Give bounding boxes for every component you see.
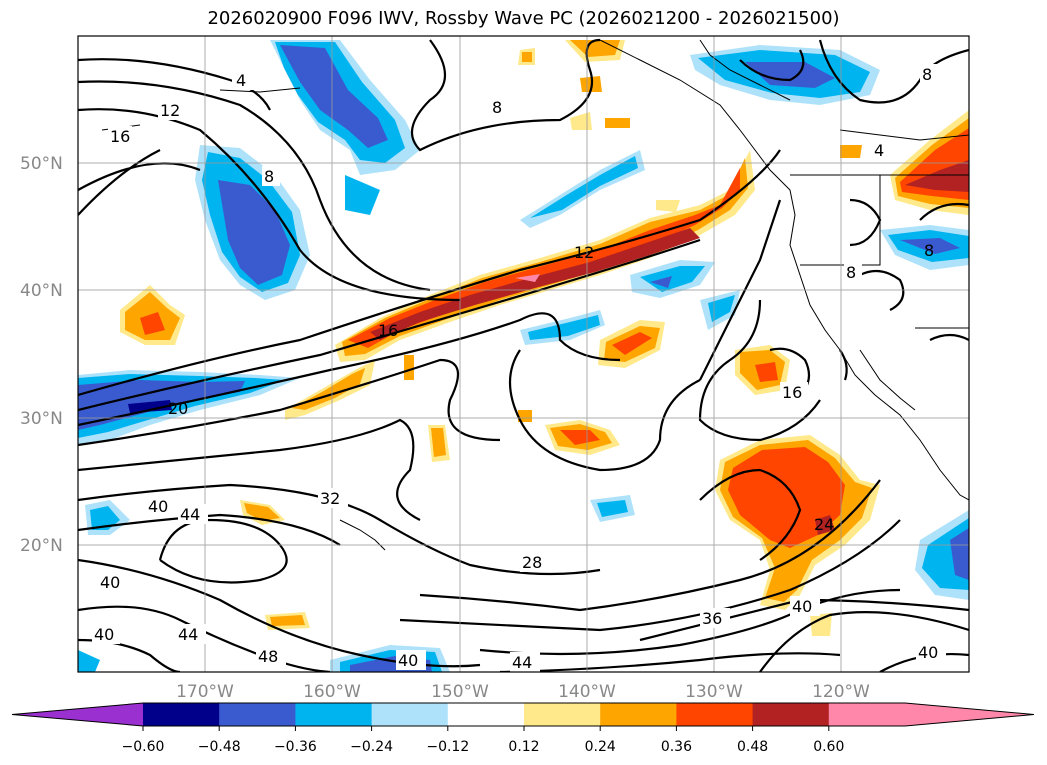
colorbar-tick-label: 0.24: [585, 739, 616, 755]
contour-label: 48: [258, 647, 278, 666]
contour-label: 16: [110, 127, 130, 146]
contour-label: 8: [924, 241, 934, 260]
latitude-label: 40°N: [20, 281, 63, 301]
colorbar-segment: [752, 703, 830, 726]
contour-label: 32: [320, 489, 340, 508]
contour-label: 12: [574, 243, 594, 262]
colorbar-tick-label: 0.48: [737, 739, 768, 755]
colorbar-segment: [828, 703, 906, 726]
colorbar-segment: [600, 703, 677, 726]
colorbar-tick-label: 0.60: [813, 739, 844, 755]
contour-label: 44: [512, 653, 532, 672]
contour-label: 4: [874, 141, 884, 160]
contour-label: 28: [522, 553, 542, 572]
contour-label: 40: [148, 497, 168, 516]
graticule: [78, 36, 969, 672]
colorbar-tick-label: −0.24: [350, 739, 393, 755]
map-background: [78, 36, 969, 672]
colorbar-tick-label: −0.36: [274, 739, 317, 755]
longitude-label: 170°W: [176, 682, 234, 702]
contour-label: 12: [160, 101, 180, 120]
colorbar-segment: [447, 703, 525, 726]
contour-label: 4: [236, 71, 246, 90]
colorbar-extend-low: [12, 703, 143, 726]
map-frame: [77, 35, 970, 673]
map-title: 2026020900 F096 IWV, Rossby Wave PC (202…: [207, 8, 840, 29]
latitude-label: 50°N: [20, 154, 63, 174]
contour-label: 40: [94, 625, 114, 644]
contour-label: 40: [918, 643, 938, 662]
contour-label: 8: [492, 98, 502, 117]
longitude-label: 140°W: [558, 682, 616, 702]
colorbar-segment: [524, 703, 601, 726]
contour-label: 8: [846, 263, 856, 282]
contour-label: 44: [180, 505, 200, 524]
colorbar-tick-label: 0.36: [661, 739, 692, 755]
contour-label: 16: [378, 321, 398, 340]
contour-label: 8: [922, 65, 932, 84]
contour-labels: 4 12 16 8 8 12 16 20 8 4 8 8 16 24 32 40: [92, 64, 946, 672]
colorbar-extend-high: [905, 703, 1034, 726]
colorbar-tick-label: −0.60: [122, 739, 165, 755]
longitude-label: 120°W: [812, 682, 870, 702]
contour-label: 16: [782, 383, 802, 402]
colorbar-segment: [295, 703, 373, 726]
contour-label: 40: [792, 597, 812, 616]
colorbar-tick-label: 0.12: [508, 739, 539, 755]
latitude-label: 20°N: [20, 536, 63, 556]
longitude-label: 150°W: [431, 682, 489, 702]
colorbar-tick-label: −0.48: [198, 739, 241, 755]
contour-label: 40: [100, 573, 120, 592]
colorbar: −0.60 −0.48 −0.36 −0.24 −0.12 0.12 0.24 0.36 0.4…: [11, 702, 1035, 755]
colorbar-tick-label: −0.12: [426, 739, 469, 755]
latitude-label: 30°N: [20, 409, 63, 429]
contour-label: 36: [702, 609, 722, 628]
coastlines: [101, 39, 969, 551]
contour-label: 40: [398, 651, 418, 670]
colorbar-segment: [371, 703, 449, 726]
colorbar-segment: [143, 703, 220, 726]
longitude-label: 160°W: [303, 682, 361, 702]
colorbar-segment: [219, 703, 296, 726]
colorbar-segment: [676, 703, 754, 726]
contour-label: 20: [168, 399, 188, 418]
contour-label: 24: [814, 515, 834, 534]
contour-label: 8: [264, 167, 274, 186]
contour-label: 44: [178, 625, 198, 644]
longitude-label: 130°W: [685, 682, 743, 702]
